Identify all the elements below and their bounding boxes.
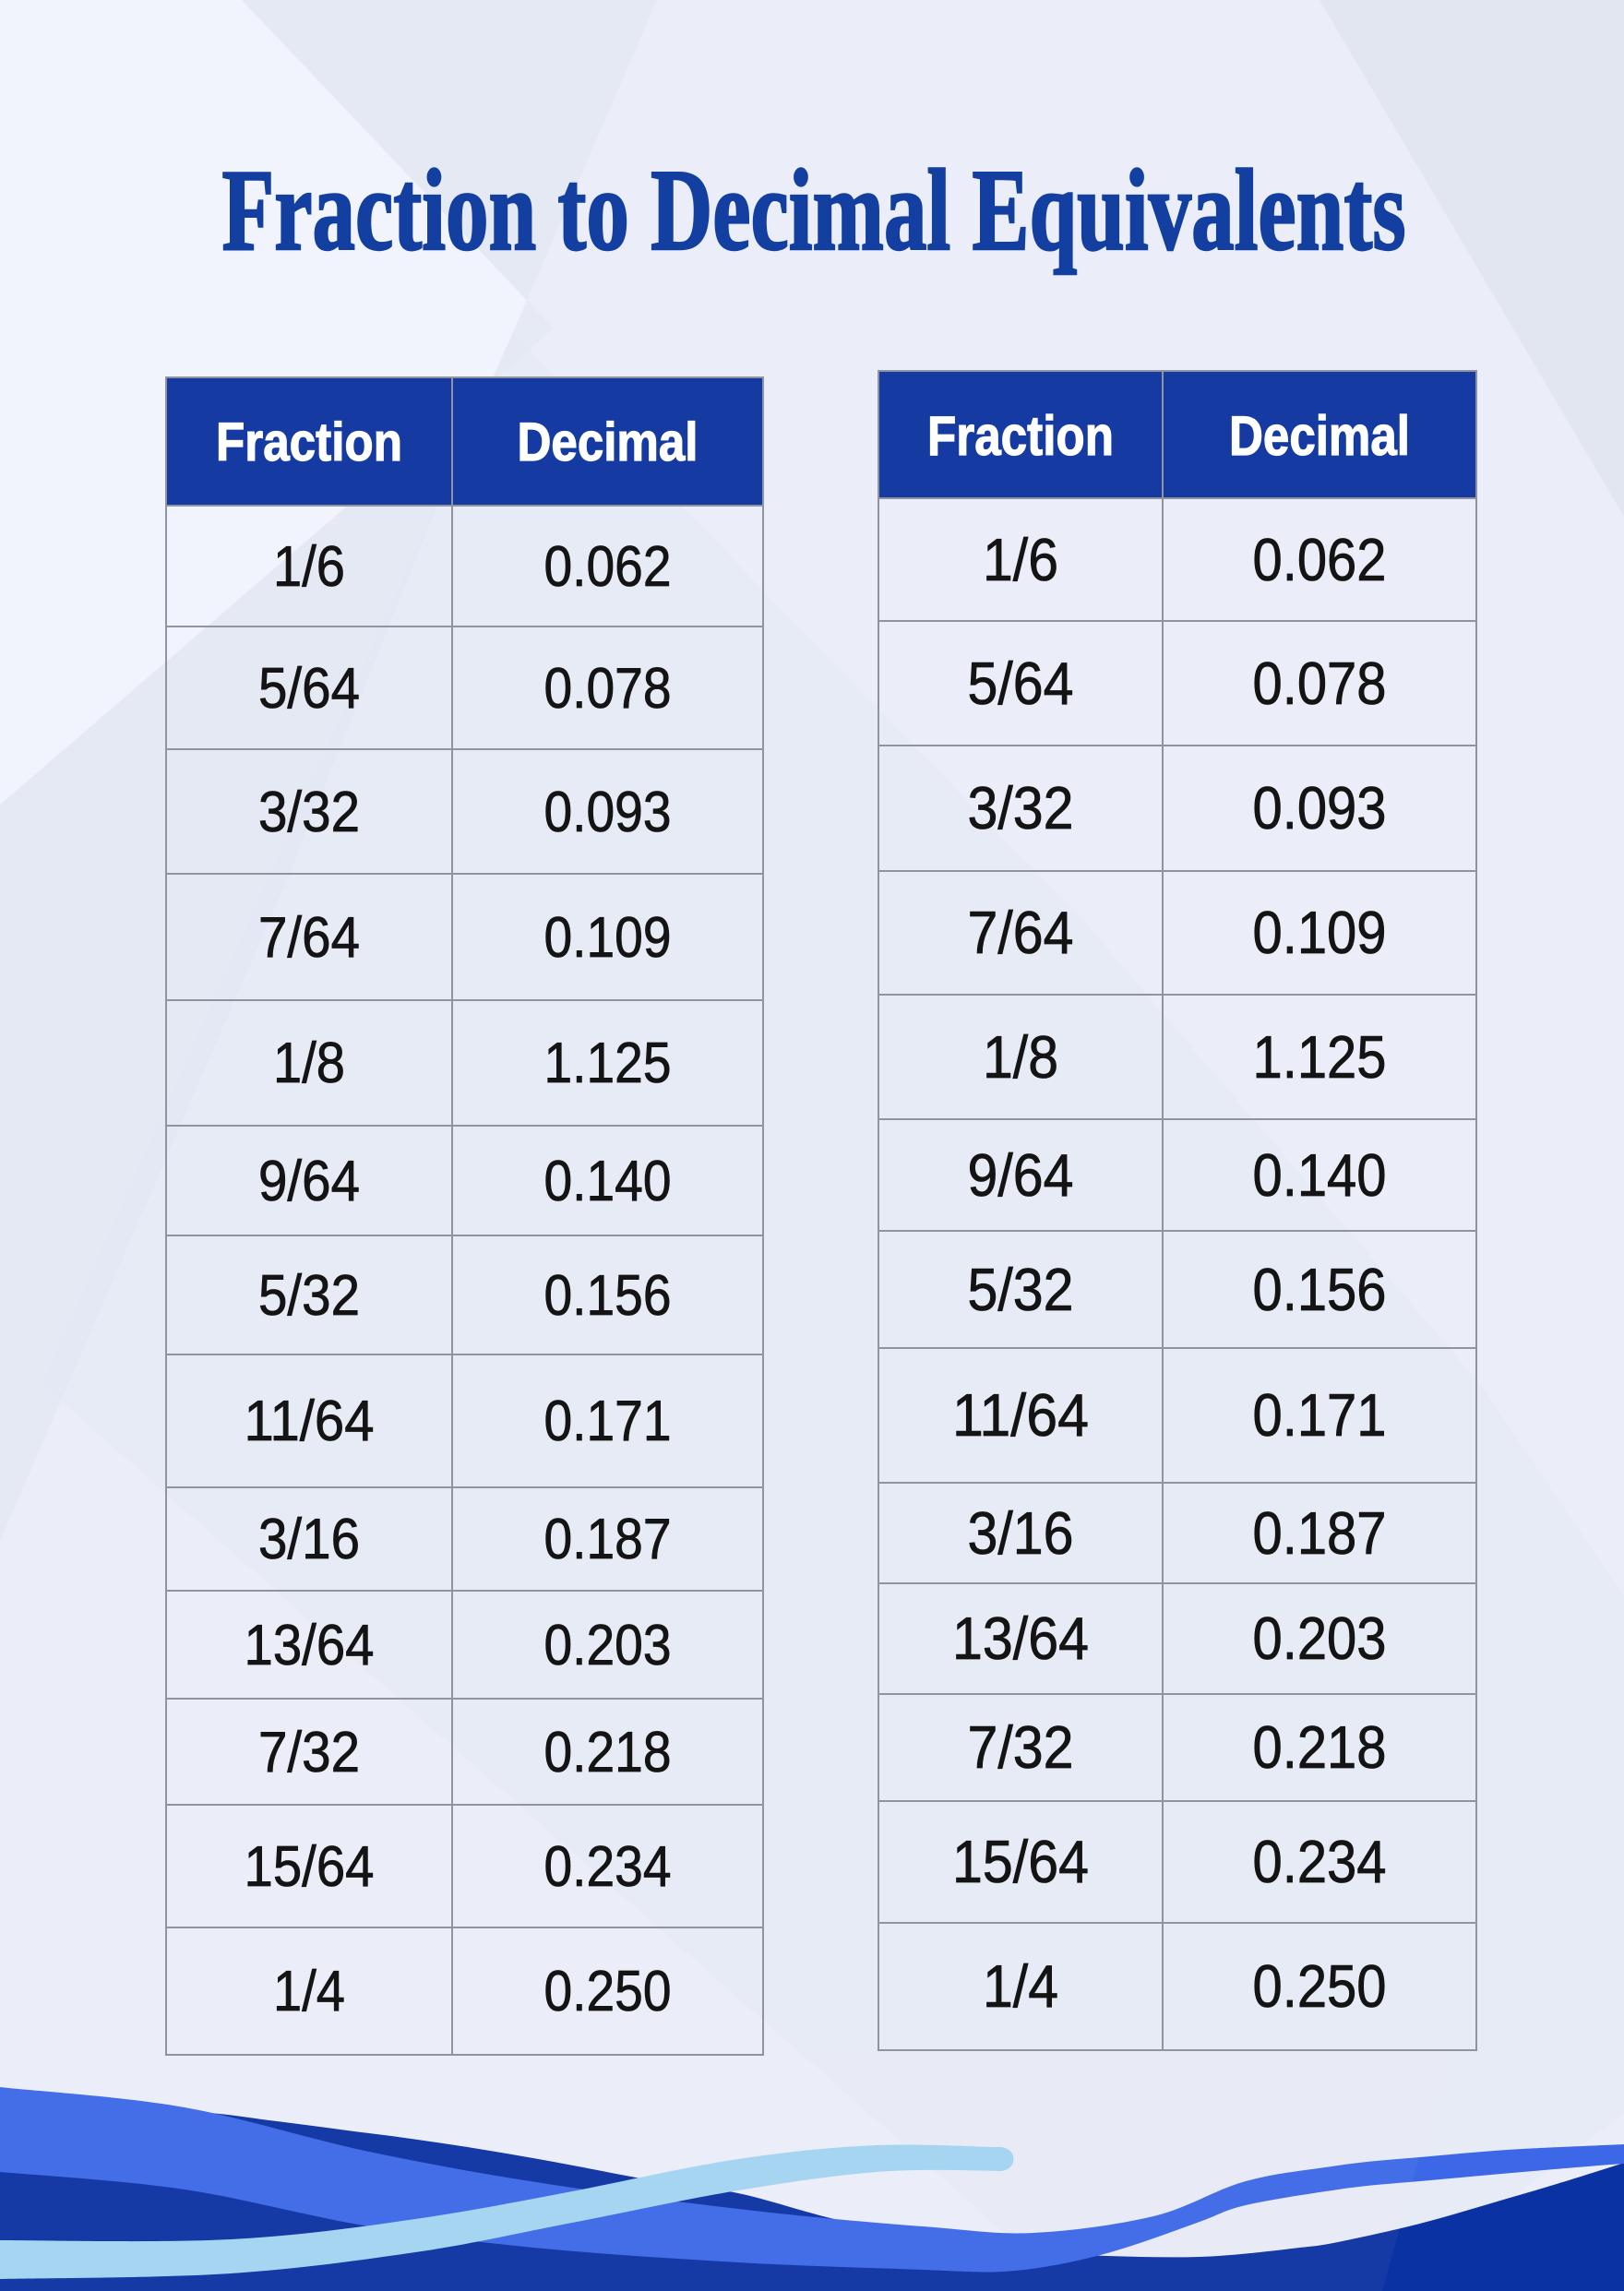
svg-text:0.218: 0.218	[544, 1721, 672, 1784]
svg-text:3/32: 3/32	[968, 774, 1074, 841]
svg-text:Decimal: Decimal	[1229, 405, 1410, 467]
svg-text:Fraction: Fraction	[216, 412, 402, 472]
svg-text:0.171: 0.171	[1253, 1381, 1387, 1449]
svg-text:15/64: 15/64	[245, 1835, 375, 1899]
svg-text:1/8: 1/8	[983, 1023, 1058, 1091]
svg-text:0.093: 0.093	[544, 781, 672, 844]
svg-text:0.062: 0.062	[1253, 526, 1387, 593]
svg-text:5/32: 5/32	[258, 1264, 360, 1328]
svg-text:0.109: 0.109	[1253, 899, 1387, 966]
svg-text:0.156: 0.156	[1253, 1256, 1387, 1323]
svg-text:11/64: 11/64	[952, 1381, 1089, 1449]
svg-text:1/4: 1/4	[273, 1960, 345, 2023]
svg-text:0.234: 0.234	[1253, 1828, 1387, 1895]
svg-text:7/64: 7/64	[258, 906, 360, 970]
svg-text:11/64: 11/64	[245, 1390, 375, 1453]
svg-text:0.093: 0.093	[1253, 774, 1387, 841]
svg-text:0.218: 0.218	[1253, 1713, 1387, 1781]
svg-text:0.187: 0.187	[1253, 1499, 1387, 1567]
svg-text:5/32: 5/32	[968, 1256, 1074, 1323]
svg-text:13/64: 13/64	[952, 1605, 1089, 1672]
svg-text:0.234: 0.234	[544, 1835, 672, 1899]
svg-text:0.171: 0.171	[544, 1390, 672, 1453]
svg-text:0.187: 0.187	[544, 1508, 672, 1571]
svg-text:0.140: 0.140	[544, 1150, 672, 1213]
svg-text:Fraction to Decimal Equivalent: Fraction to Decimal Equivalents	[222, 147, 1406, 275]
svg-text:3/32: 3/32	[258, 781, 360, 844]
svg-text:7/64: 7/64	[968, 899, 1074, 966]
svg-text:13/64: 13/64	[245, 1614, 375, 1677]
svg-text:0.250: 0.250	[1253, 1952, 1387, 2020]
svg-text:9/64: 9/64	[968, 1141, 1074, 1209]
svg-text:0.140: 0.140	[1253, 1141, 1387, 1209]
svg-text:0.156: 0.156	[544, 1264, 672, 1328]
svg-text:15/64: 15/64	[952, 1828, 1089, 1895]
svg-text:1/6: 1/6	[273, 535, 345, 599]
svg-text:1/8: 1/8	[273, 1032, 345, 1095]
svg-text:3/16: 3/16	[968, 1499, 1074, 1567]
svg-text:9/64: 9/64	[258, 1150, 360, 1213]
svg-text:1.125: 1.125	[1253, 1023, 1387, 1091]
svg-text:3/16: 3/16	[258, 1508, 360, 1571]
svg-text:Fraction: Fraction	[927, 405, 1114, 467]
svg-text:0.109: 0.109	[544, 906, 672, 970]
svg-text:0.078: 0.078	[1253, 650, 1387, 717]
svg-text:0.062: 0.062	[544, 535, 672, 599]
svg-text:7/32: 7/32	[258, 1721, 360, 1784]
svg-text:0.203: 0.203	[544, 1614, 672, 1677]
svg-text:5/64: 5/64	[968, 650, 1074, 717]
svg-text:0.203: 0.203	[1253, 1605, 1387, 1672]
svg-text:5/64: 5/64	[258, 657, 360, 721]
svg-text:1.125: 1.125	[544, 1032, 672, 1095]
svg-text:0.250: 0.250	[544, 1960, 672, 2023]
svg-text:Decimal: Decimal	[518, 412, 699, 472]
svg-text:7/32: 7/32	[968, 1713, 1074, 1781]
svg-text:1/6: 1/6	[983, 526, 1058, 593]
svg-text:1/4: 1/4	[983, 1952, 1058, 2020]
svg-text:0.078: 0.078	[544, 657, 672, 721]
